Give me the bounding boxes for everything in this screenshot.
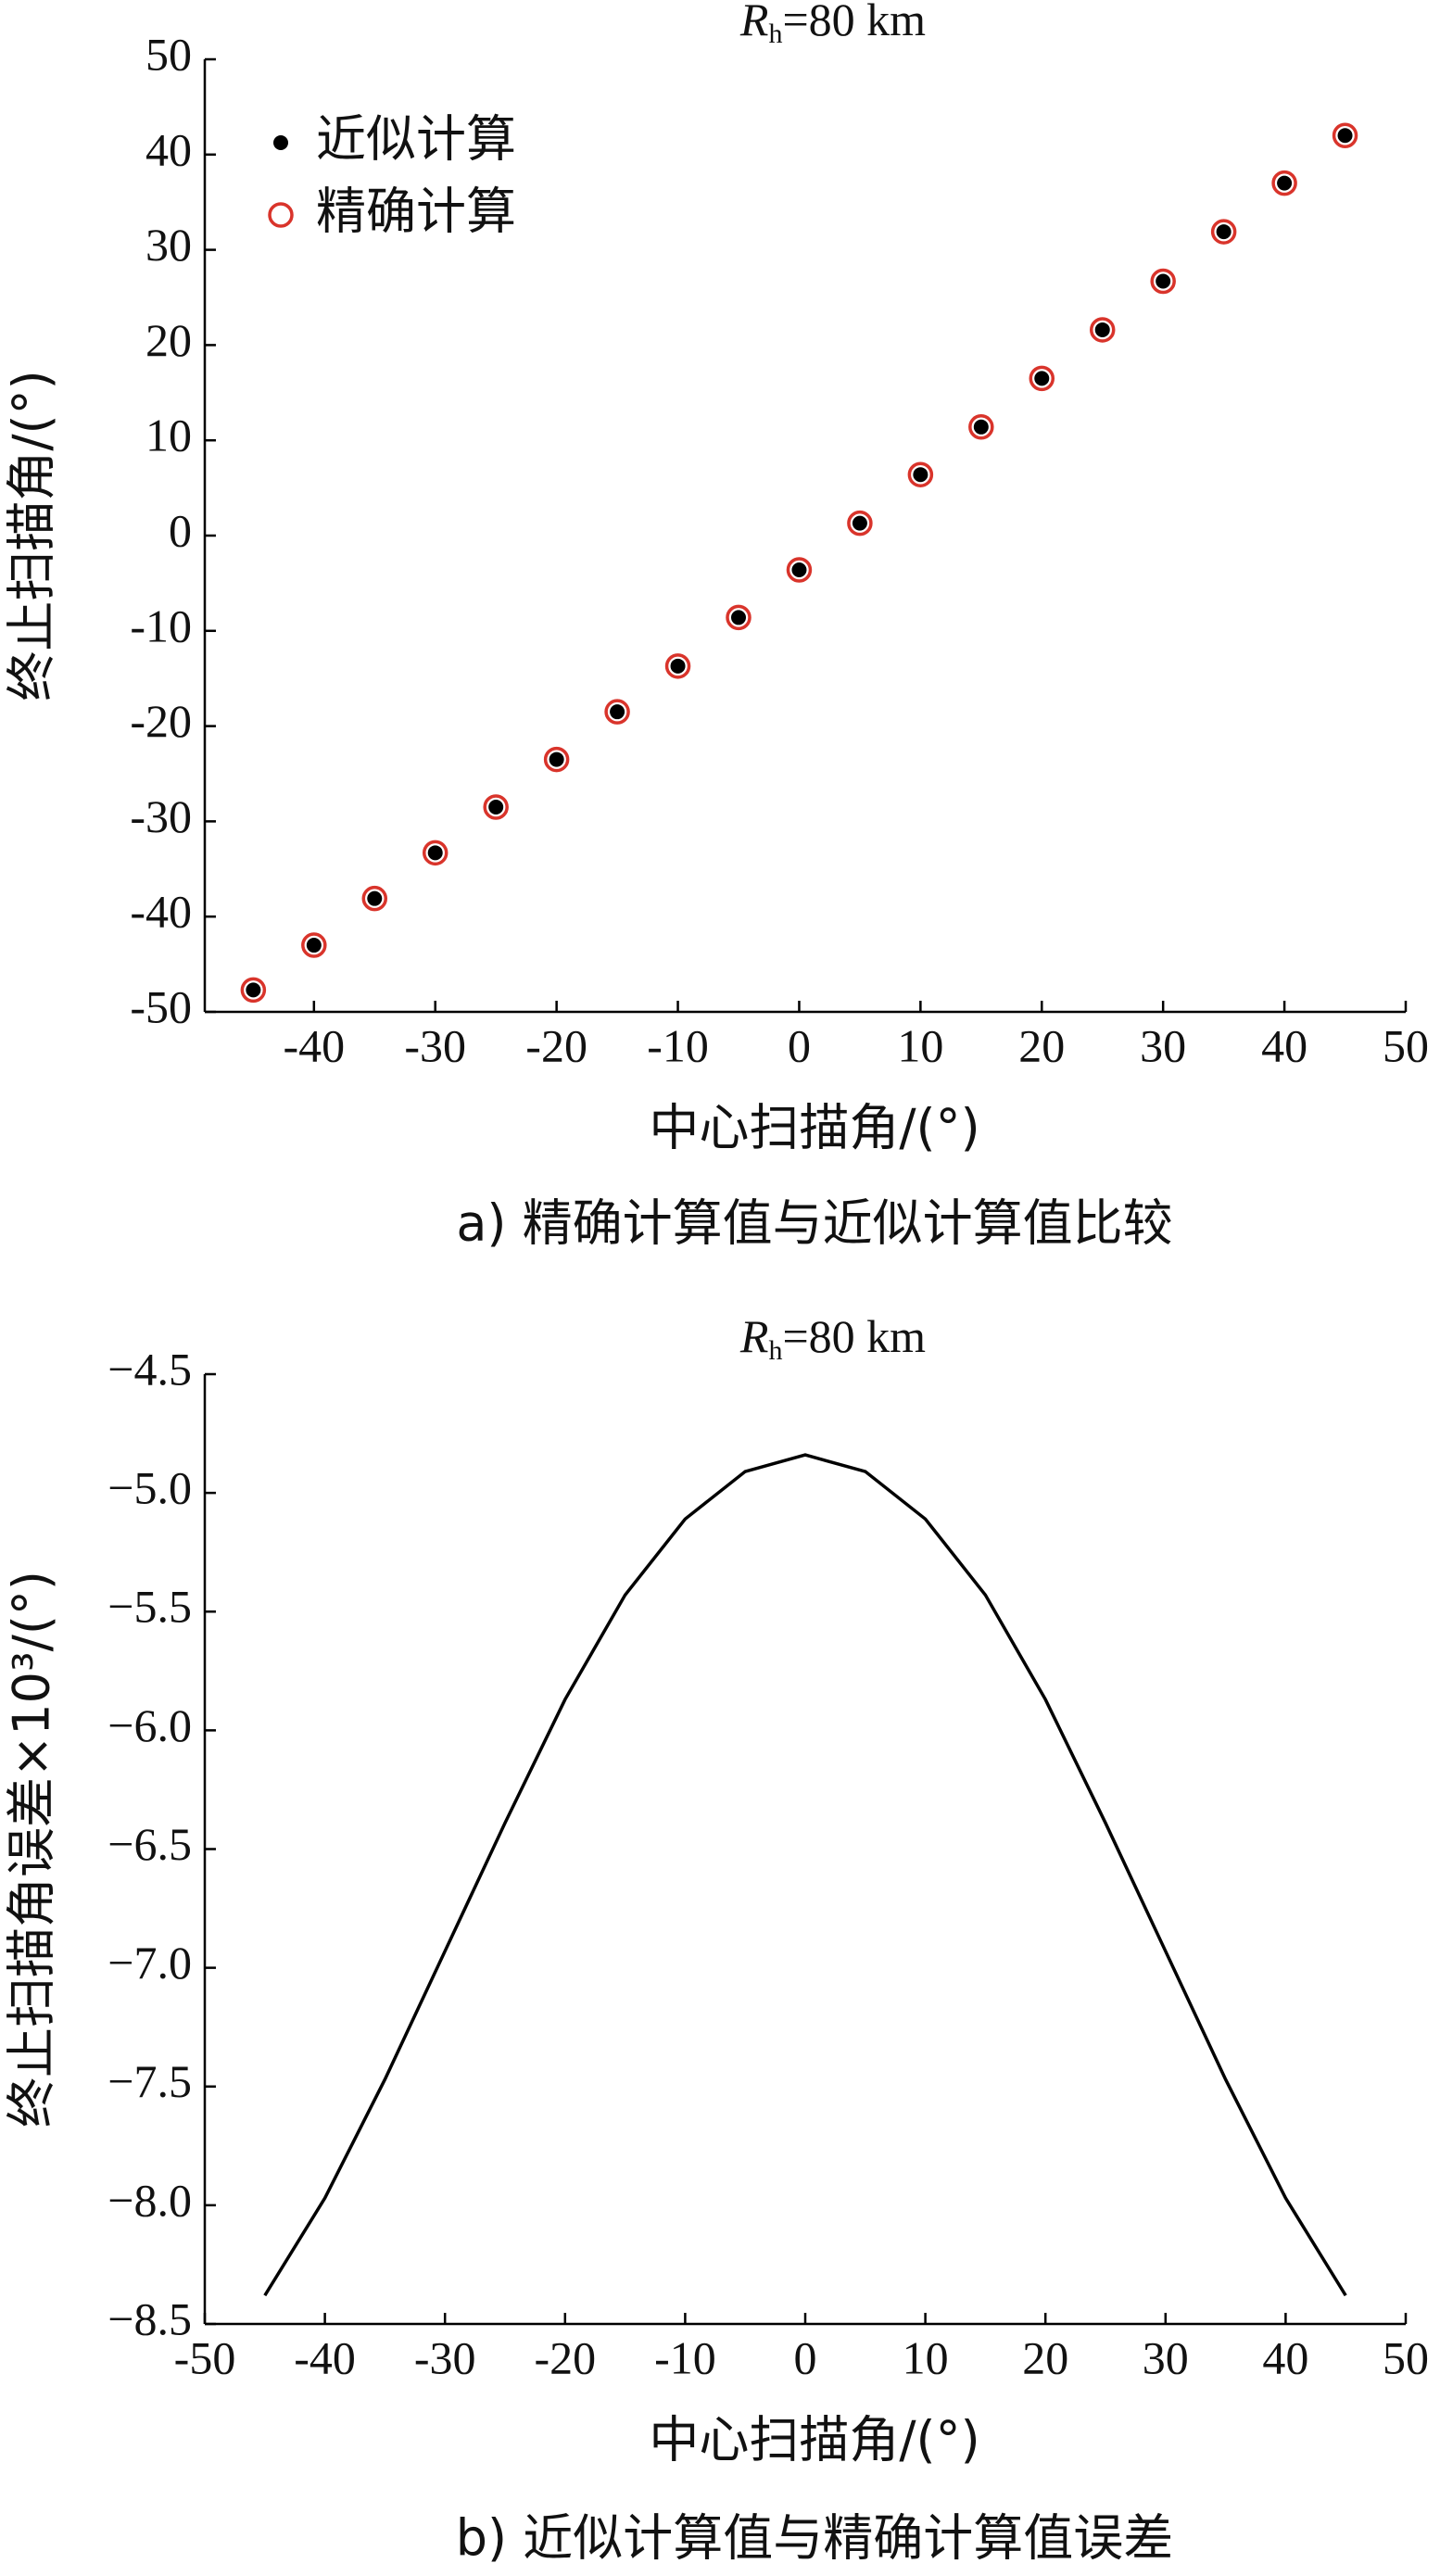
legend-label: 近似计算: [316, 110, 516, 169]
x-axis-label: 中心扫描角/(°): [649, 1099, 979, 1157]
scatter-point: [549, 751, 564, 767]
x-tick-label: 50: [1383, 2331, 1429, 2383]
y-tick-label: −8.5: [107, 2292, 192, 2344]
y-tick-label: -50: [130, 980, 192, 1032]
y-axis-label: 终止扫描角误差×10³/(°): [3, 1571, 61, 2128]
y-tick-label: -20: [130, 695, 192, 747]
y-tick-label: -30: [130, 790, 192, 842]
scatter-point: [240, 977, 267, 1004]
scatter-point: [1034, 371, 1050, 386]
x-tick-label: 30: [1143, 2331, 1189, 2383]
x-tick-label: 30: [1140, 1019, 1186, 1071]
scatter-point: [427, 845, 443, 861]
title-part: =80 km: [782, 0, 926, 45]
legend-marker: [268, 202, 294, 228]
scatter-point: [1029, 365, 1055, 392]
scatter-point: [610, 704, 625, 720]
scatter-point: [367, 890, 383, 906]
x-tick-label: 50: [1383, 1019, 1429, 1071]
scatter-point: [488, 799, 504, 814]
scatter-point: [670, 658, 686, 674]
chart-title: Rh=80 km: [739, 1310, 926, 1365]
scatter-point: [726, 604, 752, 631]
scatter-point: [907, 461, 934, 487]
scatter-point: [664, 653, 691, 679]
x-tick-label: -30: [414, 2331, 476, 2383]
x-tick-label: 20: [1022, 2331, 1068, 2383]
chart-title: Rh=80 km: [739, 0, 926, 49]
scatter-point: [791, 562, 807, 578]
y-tick-label: 30: [145, 219, 192, 271]
caption: a) 精确计算值与近似计算值比较: [456, 1194, 1172, 1253]
scatter-point: [731, 610, 746, 625]
scatter-point: [1332, 122, 1358, 148]
scatter-point: [246, 982, 261, 998]
x-axis-label: 中心扫描角/(°): [649, 2411, 979, 2469]
x-tick-label: -20: [534, 2331, 596, 2383]
scatter-point: [852, 515, 867, 531]
y-tick-label: −4.5: [107, 1343, 192, 1395]
x-tick-label: 0: [794, 2331, 817, 2383]
scatter-point: [306, 938, 322, 953]
scatter-point: [786, 557, 813, 583]
x-tick-label: 20: [1018, 1019, 1065, 1071]
x-tick-label: -10: [654, 2331, 716, 2383]
scatter-point: [1216, 224, 1232, 240]
line-series: [263, 1453, 1347, 2297]
y-tick-label: 40: [145, 123, 192, 175]
title-part: =80 km: [782, 1310, 926, 1362]
title-part: R: [739, 1310, 769, 1362]
legend-label: 精确计算: [316, 183, 516, 241]
scatter-point: [1271, 170, 1297, 196]
scatter-point: [913, 467, 928, 483]
x-tick-label: -10: [647, 1019, 709, 1071]
scatter-point: [973, 419, 989, 435]
scatter-point: [1094, 322, 1110, 337]
y-tick-label: -10: [130, 600, 192, 651]
y-tick-label: 20: [145, 314, 192, 366]
x-tick-label: 40: [1262, 2331, 1308, 2383]
y-axis-label: 终止扫描角/(°): [3, 370, 61, 701]
x-tick-label: -30: [404, 1019, 466, 1071]
x-tick-label: -50: [174, 2331, 236, 2383]
y-tick-label: −5.0: [107, 1462, 192, 1514]
scatter-point: [1150, 268, 1176, 295]
x-tick-label: -20: [525, 1019, 587, 1071]
legend-marker: [273, 135, 288, 150]
scatter-point: [1089, 317, 1116, 343]
scatter-point: [1156, 273, 1171, 289]
y-tick-label: 10: [145, 410, 192, 461]
title-sub: h: [768, 19, 782, 49]
y-tick-label: 50: [145, 28, 192, 80]
scatter-point: [483, 794, 509, 820]
scatter-point: [1337, 128, 1353, 144]
caption: b) 近似计算值与精确计算值误差: [456, 2509, 1174, 2568]
title-part: R: [739, 0, 769, 45]
y-tick-label: −7.5: [107, 2055, 192, 2107]
scatter-point: [361, 885, 388, 912]
scatter-point: [301, 932, 327, 958]
title-sub: h: [768, 1335, 782, 1366]
y-tick-label: 0: [169, 504, 192, 556]
y-tick-label: −6.0: [107, 1699, 192, 1751]
y-tick-label: −6.5: [107, 1818, 192, 1870]
scatter-point: [1210, 219, 1237, 245]
scatter-point: [422, 840, 448, 866]
scatter-point: [543, 746, 570, 773]
scatter-point: [1277, 175, 1293, 191]
x-tick-label: -40: [294, 2331, 356, 2383]
x-tick-label: 0: [788, 1019, 811, 1071]
x-tick-label: 10: [897, 1019, 943, 1071]
x-tick-label: 10: [903, 2331, 949, 2383]
y-tick-label: −7.0: [107, 1937, 192, 1989]
y-tick-label: -40: [130, 886, 192, 938]
y-tick-label: −8.0: [107, 2174, 192, 2226]
x-tick-label: -40: [283, 1019, 345, 1071]
y-tick-label: −5.5: [107, 1581, 192, 1633]
x-tick-label: 40: [1261, 1019, 1307, 1071]
scatter-point: [968, 414, 994, 440]
scatter-point: [847, 510, 873, 537]
scatter-point: [604, 699, 630, 725]
